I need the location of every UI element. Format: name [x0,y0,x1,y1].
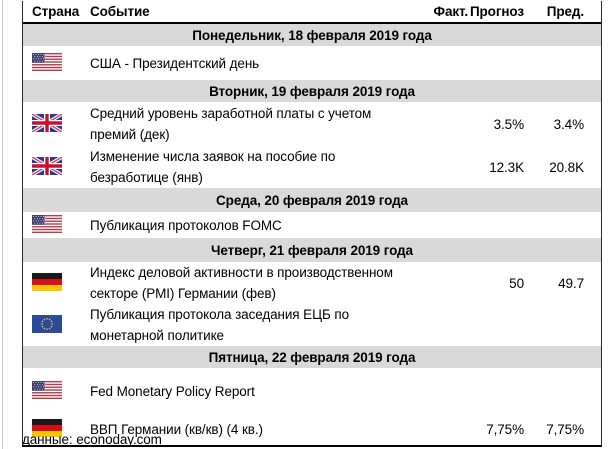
left-gridline [2,0,3,449]
country-cell [23,52,90,74]
country-cell [23,214,90,236]
day-header-row: Среда, 20 февраля 2019 года [23,188,601,212]
event-label: Индекс деловой активности в производстве… [90,265,393,301]
event-label: Публикация протокола заседания ЕЦБ по мо… [90,307,349,343]
event-cell: Публикация протокола заседания ЕЦБ по мо… [90,304,412,346]
country-cell [23,113,90,135]
de-flag-icon [32,272,62,291]
forecast-value: 7,75% [486,422,524,437]
day-header-label: Среда, 20 февраля 2019 года [216,192,408,208]
event-label: Средний уровень заработной платы с учето… [90,106,372,142]
event-cell: Изменение числа заявок на пособие по без… [90,146,412,188]
event-row: Индекс деловой активности в производстве… [23,262,601,304]
column-header-country: Страна [32,4,80,19]
forecast-value: 3.5% [493,116,524,132]
event-label: США - Президентский день [90,55,260,71]
day-header-label: Понедельник, 18 февраля 2019 года [192,27,432,43]
event-cell: Fed Monetary Policy Report [90,381,412,402]
eu-flag-icon [32,314,62,333]
prev-value: 3.4% [553,116,584,132]
column-header-fact: Факт. [433,4,469,19]
event-row: ВВП Германии (кв/кв) (4 кв.) 7,75% 7,75% [23,414,601,445]
event-row: Публикация протоколов FOMC [23,212,601,238]
country-cell [23,156,90,178]
day-header-row: Пятница, 22 февраля 2019 года [23,346,601,368]
event-row: Публикация протокола заседания ЕЦБ по мо… [23,304,601,346]
day-header-row: Четверг, 21 февраля 2019 года [23,238,601,262]
event-label: Изменение числа заявок на пособие по без… [90,149,336,185]
us-flag-icon [32,214,62,233]
event-cell: Публикация протоколов FOMC [90,215,412,236]
day-header-label: Вторник, 19 февраля 2019 года [209,83,415,99]
uk-flag-icon [32,113,62,132]
event-label: Fed Monetary Policy Report [90,383,255,399]
prev-value: 7,75% [546,422,584,437]
column-header-forecast: Прогноз [469,4,524,19]
column-header-prev: Пред. [546,4,584,19]
event-cell: Средний уровень заработной платы с учето… [90,103,412,145]
day-header-row: Понедельник, 18 февраля 2019 года [23,24,601,46]
day-header-label: Четверг, 21 февраля 2019 года [211,242,413,258]
column-header-event: Событие [90,4,150,19]
table-header-row: Страна Событие Факт. Прогноз Пред. [23,1,601,24]
event-cell: Индекс деловой активности в производстве… [90,262,412,304]
us-flag-icon [32,52,62,71]
day-header-label: Пятница, 22 февраля 2019 года [208,349,416,365]
table-body: Понедельник, 18 февраля 2019 года США - П… [23,24,601,445]
event-label: Публикация протоколов FOMC [90,217,282,233]
uk-flag-icon [32,156,62,175]
country-cell [23,314,90,336]
source-note: данные: econoday.com [22,432,162,447]
country-cell [23,419,90,440]
event-row: Средний уровень заработной платы с учето… [23,102,601,146]
event-label: ВВП Германии (кв/кв) (4 кв.) [90,422,263,437]
country-cell [23,272,90,294]
event-row: Fed Monetary Policy Report [23,368,601,414]
forecast-value: 50 [509,275,524,291]
economic-calendar-table: Страна Событие Факт. Прогноз Пред. Понед… [22,1,602,447]
de-flag-icon [32,419,62,437]
forecast-value: 12.3K [489,159,524,175]
event-cell: ВВП Германии (кв/кв) (4 кв.) [90,419,412,440]
day-header-row: Вторник, 19 февраля 2019 года [23,80,601,102]
event-cell: США - Президентский день [90,53,412,74]
prev-value: 49.7 [558,275,584,291]
prev-value: 20.8K [549,159,584,175]
country-cell [23,380,90,402]
us-flag-icon [32,380,62,399]
event-row: Изменение числа заявок на пособие по без… [23,146,601,188]
event-row: США - Президентский день [23,46,601,80]
